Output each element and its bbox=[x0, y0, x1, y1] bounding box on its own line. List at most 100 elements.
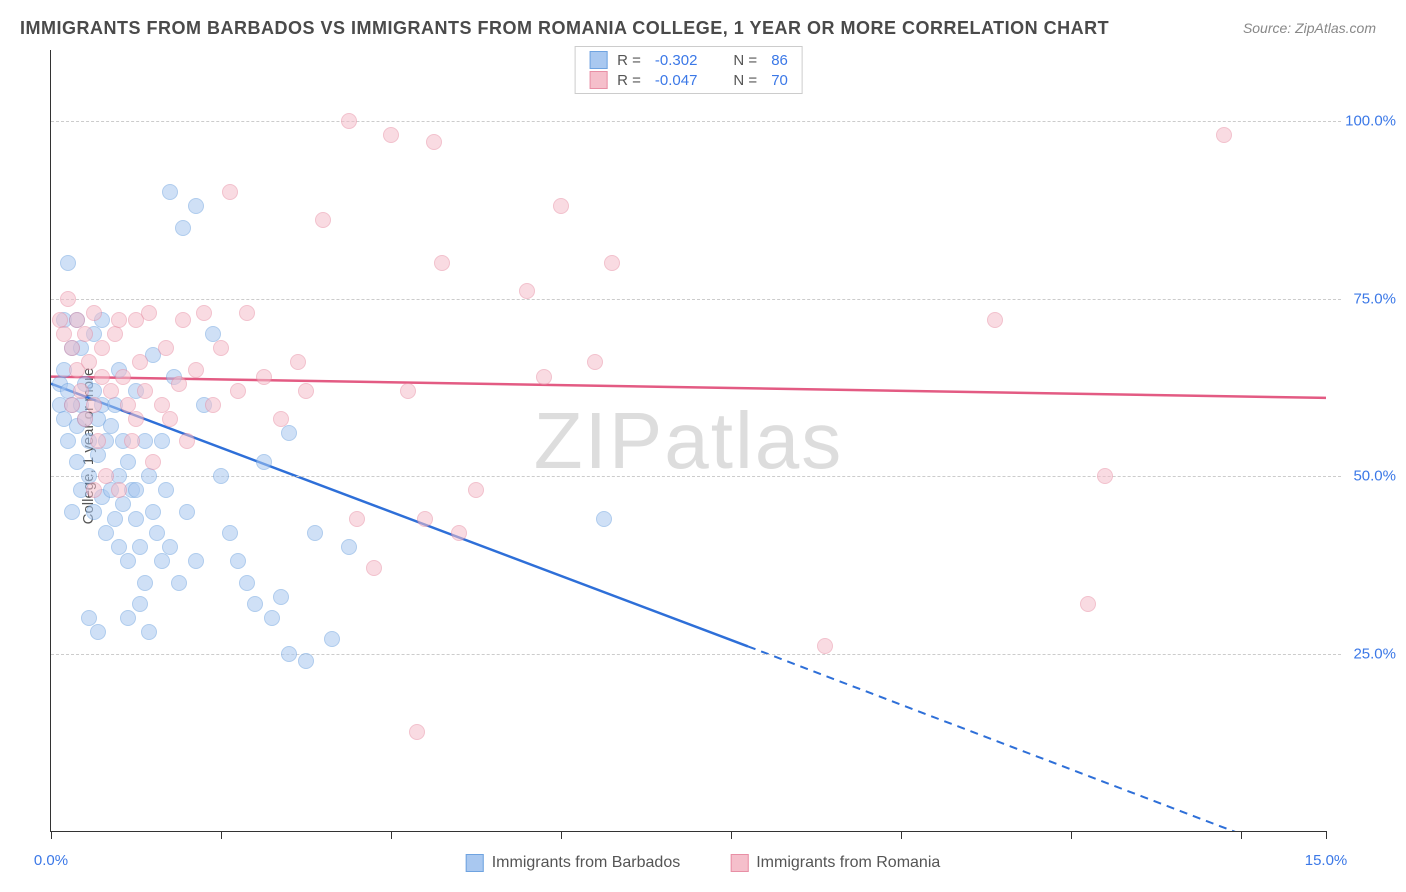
data-point bbox=[519, 283, 535, 299]
data-point bbox=[188, 362, 204, 378]
data-point bbox=[145, 504, 161, 520]
swatch-barbados-bottom bbox=[466, 854, 484, 872]
xtick bbox=[51, 831, 52, 839]
data-point bbox=[315, 212, 331, 228]
r-label: R = bbox=[617, 52, 641, 69]
data-point bbox=[596, 511, 612, 527]
data-point bbox=[64, 340, 80, 356]
legend-item-barbados: Immigrants from Barbados bbox=[466, 854, 681, 872]
data-point bbox=[60, 291, 76, 307]
data-point bbox=[171, 376, 187, 392]
data-point bbox=[247, 596, 263, 612]
data-point bbox=[1216, 127, 1232, 143]
data-point bbox=[90, 447, 106, 463]
legend-label-barbados: Immigrants from Barbados bbox=[492, 854, 681, 872]
data-point bbox=[98, 468, 114, 484]
data-point bbox=[264, 610, 280, 626]
data-point bbox=[298, 383, 314, 399]
data-point bbox=[604, 255, 620, 271]
data-point bbox=[366, 560, 382, 576]
correlation-legend: R = -0.302 N = 86 R = -0.047 N = 70 bbox=[574, 46, 803, 94]
data-point bbox=[103, 418, 119, 434]
data-point bbox=[81, 354, 97, 370]
data-point bbox=[1080, 596, 1096, 612]
data-point bbox=[179, 433, 195, 449]
data-point bbox=[987, 312, 1003, 328]
r-value-romania: -0.047 bbox=[655, 72, 698, 89]
data-point bbox=[400, 383, 416, 399]
xtick bbox=[561, 831, 562, 839]
xtick bbox=[221, 831, 222, 839]
xtick bbox=[1326, 831, 1327, 839]
data-point bbox=[188, 553, 204, 569]
data-point bbox=[107, 511, 123, 527]
data-point bbox=[158, 482, 174, 498]
data-point bbox=[290, 354, 306, 370]
data-point bbox=[162, 411, 178, 427]
n-value-romania: 70 bbox=[771, 72, 788, 89]
r-value-barbados: -0.302 bbox=[655, 52, 698, 69]
data-point bbox=[175, 220, 191, 236]
data-point bbox=[298, 653, 314, 669]
xtick-label: 15.0% bbox=[1305, 852, 1348, 869]
data-point bbox=[256, 454, 272, 470]
data-point bbox=[324, 631, 340, 647]
data-point bbox=[536, 369, 552, 385]
n-label: N = bbox=[733, 52, 757, 69]
legend-row-romania: R = -0.047 N = 70 bbox=[589, 71, 788, 89]
data-point bbox=[817, 638, 833, 654]
data-point bbox=[553, 198, 569, 214]
data-point bbox=[341, 539, 357, 555]
ytick-label: 75.0% bbox=[1353, 290, 1396, 307]
data-point bbox=[124, 433, 140, 449]
data-point bbox=[222, 525, 238, 541]
data-point bbox=[77, 326, 93, 342]
data-point bbox=[175, 312, 191, 328]
data-point bbox=[205, 397, 221, 413]
gridline-h bbox=[51, 121, 1341, 122]
data-point bbox=[90, 624, 106, 640]
data-point bbox=[239, 305, 255, 321]
data-point bbox=[154, 553, 170, 569]
ytick-label: 100.0% bbox=[1345, 113, 1396, 130]
gridline-h bbox=[51, 299, 1341, 300]
data-point bbox=[154, 433, 170, 449]
data-point bbox=[120, 553, 136, 569]
data-point bbox=[115, 369, 131, 385]
swatch-romania-bottom bbox=[730, 854, 748, 872]
data-point bbox=[239, 575, 255, 591]
data-point bbox=[230, 383, 246, 399]
data-point bbox=[162, 184, 178, 200]
data-point bbox=[230, 553, 246, 569]
r-label: R = bbox=[617, 72, 641, 89]
data-point bbox=[213, 340, 229, 356]
data-point bbox=[141, 624, 157, 640]
data-point bbox=[128, 482, 144, 498]
data-point bbox=[120, 610, 136, 626]
data-point bbox=[137, 575, 153, 591]
gridline-h bbox=[51, 654, 1341, 655]
data-point bbox=[1097, 468, 1113, 484]
data-point bbox=[273, 411, 289, 427]
data-point bbox=[86, 305, 102, 321]
data-point bbox=[188, 198, 204, 214]
data-point bbox=[115, 496, 131, 512]
data-point bbox=[132, 596, 148, 612]
data-point bbox=[383, 127, 399, 143]
data-point bbox=[256, 369, 272, 385]
data-point bbox=[281, 425, 297, 441]
source-credit: Source: ZipAtlas.com bbox=[1243, 20, 1376, 36]
data-point bbox=[434, 255, 450, 271]
swatch-barbados bbox=[589, 51, 607, 69]
data-point bbox=[468, 482, 484, 498]
data-point bbox=[128, 411, 144, 427]
ytick-label: 25.0% bbox=[1353, 645, 1396, 662]
data-point bbox=[64, 397, 80, 413]
data-point bbox=[107, 326, 123, 342]
watermark-text: ZIPatlas bbox=[534, 395, 843, 487]
data-point bbox=[73, 383, 89, 399]
data-point bbox=[132, 539, 148, 555]
data-point bbox=[69, 454, 85, 470]
data-point bbox=[111, 482, 127, 498]
data-point bbox=[120, 454, 136, 470]
